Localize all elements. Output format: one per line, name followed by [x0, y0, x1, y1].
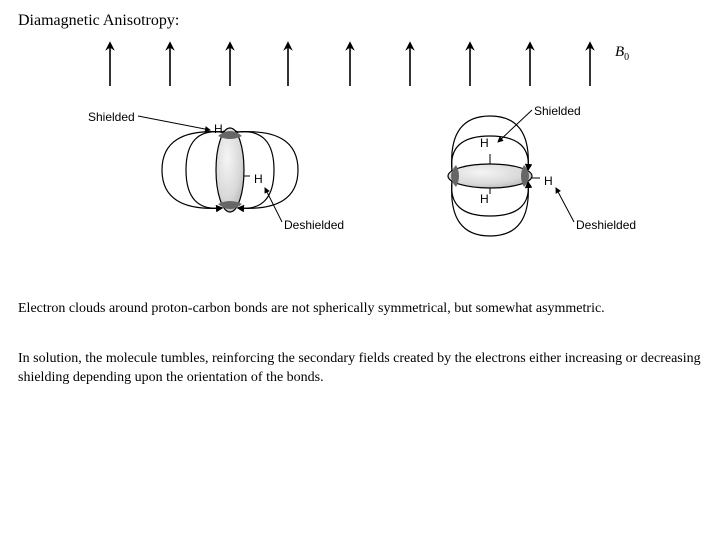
- proton-label: H: [254, 172, 263, 186]
- paragraph-2: In solution, the molecule tumbles, reinf…: [18, 350, 702, 388]
- figure: B0 Shielded Deshielded Shielded Deshield…: [60, 40, 660, 260]
- label-shielded-left: Shielded: [88, 110, 135, 124]
- b0-symbol: B: [615, 44, 624, 60]
- proton-label: H: [544, 174, 553, 188]
- diagram-svg: [60, 40, 660, 260]
- proton-label: H: [214, 122, 223, 136]
- label-shielded-right: Shielded: [534, 104, 581, 118]
- label-deshielded-right: Deshielded: [576, 218, 636, 232]
- b0-subscript: 0: [624, 52, 629, 63]
- page-title: Diamagnetic Anisotropy:: [18, 12, 179, 30]
- proton-label: H: [480, 136, 489, 150]
- b0-label: B0: [615, 44, 629, 63]
- label-deshielded-left: Deshielded: [284, 218, 344, 232]
- proton-label: H: [480, 192, 489, 206]
- paragraph-1: Electron clouds around proton-carbon bon…: [18, 300, 702, 319]
